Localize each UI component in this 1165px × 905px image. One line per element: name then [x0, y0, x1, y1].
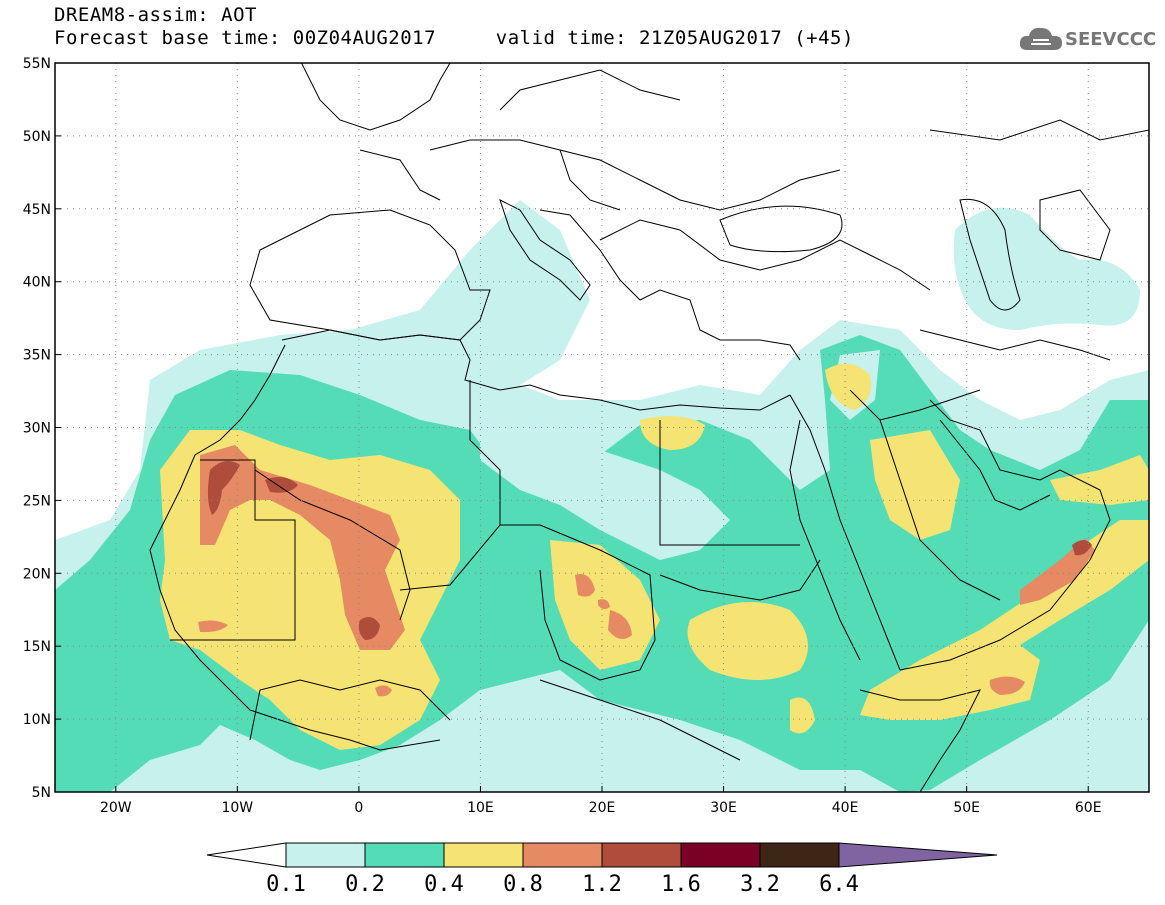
lat-tick-label: 35N: [23, 348, 51, 364]
aot-level-1.2-mauritania: [207, 461, 240, 515]
lon-tick-label: 10W: [221, 800, 253, 816]
lon-tick-label: 20W: [100, 800, 132, 816]
coastlines: [149, 63, 1149, 792]
colorbar-label: 3.2: [740, 872, 780, 897]
lon-tick-label: 20E: [589, 800, 616, 816]
colorbar-label: 0.2: [345, 872, 385, 897]
colorbar-label: 1.2: [582, 872, 622, 897]
cloud-icon: [1019, 27, 1062, 50]
lat-tick-label: 40N: [23, 275, 51, 291]
colorbar-label: 6.4: [819, 872, 859, 897]
aot-level-0.8-chad: [575, 574, 632, 639]
colorbar-swatch: [285, 842, 366, 868]
lat-tick-label: 30N: [23, 421, 51, 437]
aot-level-1.2-niger: [358, 616, 380, 640]
aot-level-0.4-sudan: [687, 602, 808, 680]
seevccc-logo: SEEVCCC: [1019, 22, 1156, 58]
colorbar-swatch: [364, 842, 445, 868]
colorbar-arrow-high: [838, 842, 998, 868]
lat-tick-label: 25N: [23, 493, 51, 509]
aot-level-0.4-gulf: [1050, 455, 1149, 505]
lon-tick-label: 50E: [953, 800, 980, 816]
lat-tick-label: 20N: [23, 566, 51, 582]
colorbar-swatch: [680, 842, 761, 868]
valid-time: valid time: 21Z05AUG2017 (+45): [495, 27, 854, 49]
lat-tick-label: 55N: [23, 56, 51, 72]
aot-level-0.8-yemen: [989, 676, 1025, 695]
aot-level-0.8-mali: [198, 620, 228, 633]
lon-tick-labels: 20W 10W 0 10E 20E 30E 40E 50E 60E: [100, 786, 1102, 816]
colorbar-label: 0.8: [503, 872, 543, 897]
aot-level-0.8-sahara: [200, 445, 405, 650]
lat-tick-labels: 55N 50N 45N 40N 35N 30N 25N 20N 15N 10N 5N: [23, 56, 61, 801]
colorbar-arrow-low: [206, 842, 287, 868]
aot-level-0.4-west: [160, 430, 460, 750]
aot-level-0.2-inner: [480, 410, 730, 560]
lat-tick-label: 45N: [23, 202, 51, 218]
lat-tick-label: 50N: [23, 129, 51, 145]
aot-level-1.2-algeria: [265, 476, 298, 493]
aot-level-1.2-oman: [1072, 540, 1092, 556]
colorbar: 0.1 0.2 0.4 0.8 1.2 1.6 3.2 6.4: [206, 842, 998, 897]
lon-tick-label: 10E: [467, 800, 494, 816]
aot-level-0.1-caspian: [953, 207, 1140, 330]
colorbar-swatch: [522, 842, 603, 868]
colorbar-label: 0.1: [266, 872, 306, 897]
map-title: DREAM8-assim: AOT: [54, 4, 257, 26]
colorbar-label: 1.6: [661, 872, 701, 897]
colorbar-swatch: [601, 842, 682, 868]
lat-tick-label: 5N: [32, 785, 51, 801]
lon-tick-label: 60E: [1075, 800, 1102, 816]
colorbar-label: 0.4: [424, 872, 464, 897]
lon-tick-label: 0: [354, 800, 363, 816]
graticule: [55, 63, 1149, 792]
colorbar-swatch: [759, 842, 840, 868]
logo-text: SEEVCCC: [1065, 29, 1157, 50]
aot-level-0.4-horn: [790, 697, 815, 734]
aot-level-0.8-nigeria: [375, 685, 392, 697]
lon-tick-label: 40E: [832, 800, 859, 816]
lon-tick-label: 30E: [710, 800, 737, 816]
lat-tick-label: 15N: [23, 639, 51, 655]
base-time: Forecast base time: 00Z04AUG2017: [54, 27, 437, 49]
map-subtitle: Forecast base time: 00Z04AUG2017 valid t…: [54, 27, 854, 49]
aot-level-0.4-libya: [640, 416, 705, 450]
colorbar-swatch: [443, 842, 524, 868]
aot-level-0.4-iraq: [825, 363, 871, 410]
lat-tick-label: 10N: [23, 712, 51, 728]
